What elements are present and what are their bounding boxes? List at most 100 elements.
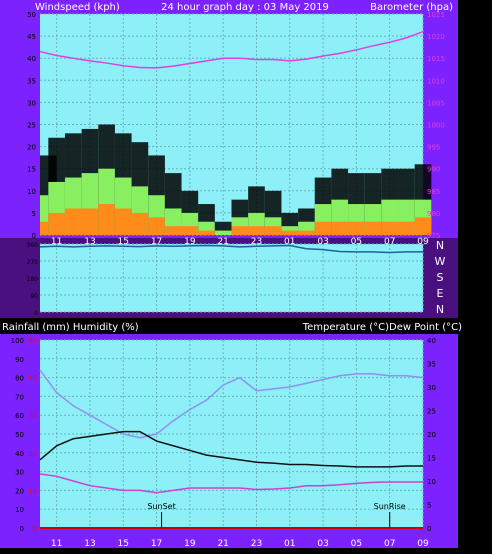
temp-x-tick-label: 01 — [284, 539, 295, 549]
wind-x-tick-label: 13 — [84, 237, 95, 247]
graph-title: 24 hour graph day : 03 May 2019 — [161, 2, 329, 13]
temp-x-tick-label: 09 — [417, 539, 429, 549]
temp-x-tick-label: 15 — [118, 539, 129, 549]
direction-y-tick-label: 180 — [27, 276, 39, 283]
humidity-y-tick-label: 90 — [15, 356, 24, 364]
direction-label-w: W — [435, 255, 446, 268]
wind-low-bar — [81, 208, 99, 235]
barometer-y-tick-label: 1015 — [427, 55, 445, 63]
rainfall-y-tick-label: 50 — [28, 337, 37, 345]
humidity-line — [39, 369, 424, 439]
wind-y-tick-label: 35 — [27, 77, 36, 85]
dew-point-line — [39, 473, 423, 494]
wind-x-tick-label: 05 — [351, 237, 362, 247]
wind-low-bar — [131, 212, 149, 235]
direction-y-tick-label: 0 — [34, 310, 38, 317]
rainfall-y-tick-label: 30 — [28, 412, 37, 420]
temperature-y-tick-label: 0 — [427, 525, 431, 533]
wind-x-tick-label: 19 — [184, 237, 196, 247]
wind-low-bar — [164, 226, 182, 235]
temperature-y-tick-label: 10 — [427, 478, 436, 486]
barometer-y-tick-label: 1010 — [427, 77, 445, 85]
wind-y-tick-label: 40 — [27, 55, 36, 63]
humidity-y-tick-label: 30 — [15, 469, 24, 477]
wind-y-tick-label: 15 — [27, 166, 36, 174]
wind-low-bar — [364, 221, 382, 235]
wind-y-tick-label: 30 — [27, 99, 36, 107]
temperature-y-tick-label: 20 — [427, 431, 436, 439]
wind-low-bar — [314, 221, 332, 235]
sunrise-label: SunRise — [374, 502, 406, 511]
barometer-line — [39, 30, 424, 69]
temperature-y-tick-label: 40 — [427, 337, 436, 345]
wind-x-tick-label: 07 — [384, 237, 395, 247]
wind-low-bar — [231, 226, 249, 235]
direction-plot-area — [40, 244, 423, 312]
rain-humidity-axis-title: Rainfall (mm) Humidity (%) — [2, 322, 139, 333]
humidity-y-tick-label: 40 — [15, 450, 24, 458]
wind-low-bar — [148, 217, 165, 235]
wind-low-bar — [64, 208, 82, 235]
humidity-y-tick-label: 10 — [15, 506, 24, 514]
barometer-y-tick-label: 985 — [427, 188, 440, 196]
temperature-y-tick-label: 35 — [427, 361, 436, 369]
temp-x-tick-label: 03 — [317, 539, 328, 549]
wind-x-tick-label: 15 — [118, 237, 129, 247]
barometer-y-tick-label: 1000 — [427, 122, 445, 130]
temperature-y-tick-label: 30 — [427, 384, 436, 392]
wind-low-bar — [381, 221, 399, 235]
wind-low-bar — [98, 204, 115, 235]
wind-x-tick-label: 01 — [284, 237, 295, 247]
wind-series-group — [39, 30, 432, 235]
wind-low-bar — [181, 226, 199, 235]
sunset-label: SunSet — [147, 502, 175, 511]
humidity-y-tick-label: 80 — [15, 375, 24, 383]
humidity-y-tick-label: 100 — [11, 337, 24, 345]
rainfall-y-tick-label: 0 — [33, 525, 37, 533]
rainfall-y-tick-label: 40 — [28, 375, 37, 383]
temp-series-group: SunSet SunRise — [39, 369, 424, 529]
axis-tick-labels: 1111131315151717191921212323010103030505… — [11, 11, 445, 549]
temp-x-tick-label: 21 — [217, 539, 228, 549]
wind-x-tick-label: 03 — [317, 237, 328, 247]
temp-x-tick-label: 17 — [151, 539, 162, 549]
wind-average-bar — [214, 230, 232, 235]
wind-y-tick-label: 5 — [32, 210, 36, 218]
humidity-y-tick-label: 50 — [15, 431, 24, 439]
wind-x-tick-label: 21 — [217, 237, 228, 247]
barometer-y-tick-label: 1025 — [427, 11, 445, 19]
humidity-y-tick-label: 0 — [20, 525, 24, 533]
wind-y-tick-label: 25 — [27, 122, 36, 130]
wind-x-tick-label: 11 — [51, 237, 62, 247]
temperature-line — [39, 430, 423, 468]
wind-y-tick-label: 20 — [27, 144, 36, 152]
temp-dewpoint-axis-title: Temperature (°C)Dew Point (°C) — [302, 322, 462, 333]
temp-x-tick-label: 13 — [84, 539, 95, 549]
wind-low-bar — [48, 212, 65, 235]
wind-low-bar — [348, 221, 365, 235]
wind-direction-line — [39, 244, 423, 254]
wind-y-tick-label: 50 — [27, 11, 36, 19]
temperature-y-tick-label: 15 — [427, 455, 436, 463]
rainfall-y-tick-label: 20 — [28, 450, 37, 458]
direction-y-tick-label: 360 — [27, 242, 39, 249]
direction-series-group — [39, 244, 423, 254]
wind-low-bar — [248, 226, 265, 235]
barometer-y-tick-label: 980 — [427, 210, 440, 218]
barometer-y-tick-label: 1020 — [427, 33, 445, 41]
wind-y-tick-label: 10 — [27, 188, 36, 196]
wind-low-bar — [264, 226, 282, 235]
wind-low-bar — [281, 230, 299, 235]
wind-low-bar — [331, 221, 349, 235]
barometer-y-tick-label: 995 — [427, 144, 440, 152]
direction-label-n-top: N — [436, 239, 444, 252]
direction-label-s: S — [437, 271, 444, 284]
wind-y-tick-label: 0 — [32, 232, 36, 240]
humidity-y-tick-label: 60 — [15, 412, 24, 420]
windspeed-axis-title: Windspeed (kph) — [35, 2, 120, 13]
wind-x-tick-label: 17 — [151, 237, 162, 247]
direction-label-e: E — [437, 287, 444, 300]
direction-y-tick-label: 270 — [27, 259, 39, 266]
wind-low-bar — [398, 221, 415, 235]
